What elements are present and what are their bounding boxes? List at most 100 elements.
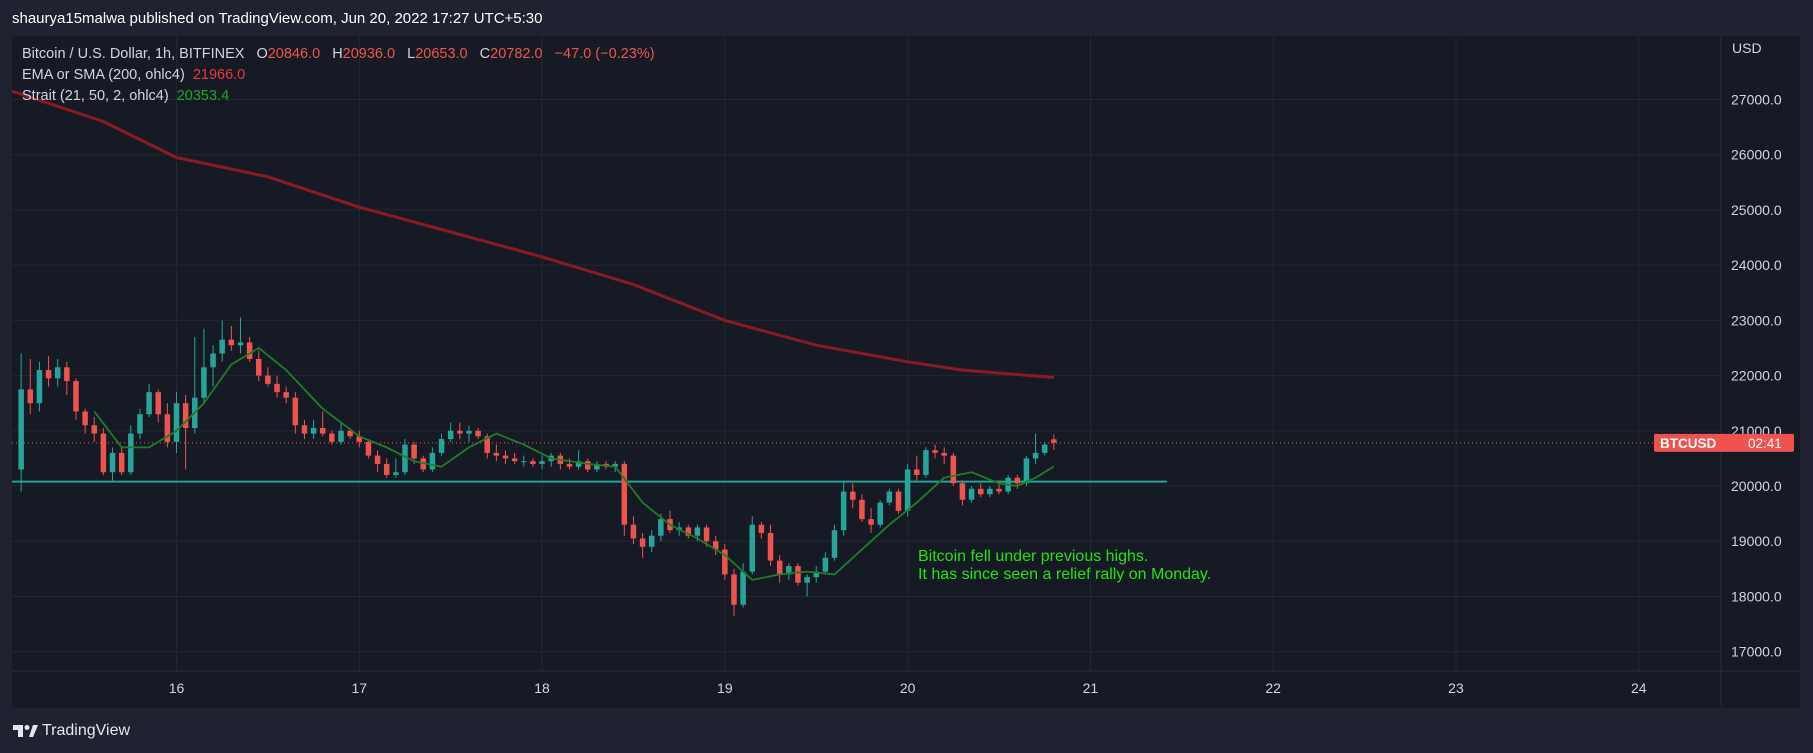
symbol-legend[interactable]: Bitcoin / U.S. Dollar, 1h, BITFINEX O208… [22,44,655,65]
candle-body [859,499,865,520]
candle-body [703,527,710,542]
candle-body [1051,439,1057,443]
time-tick-label: 21 [1083,680,1099,696]
candle-body [329,433,335,442]
price-tick-label: 24000.0 [1731,257,1782,273]
candle-body [1041,444,1048,453]
candle-body [201,367,207,398]
time-tick-label: 17 [351,680,367,696]
candle-body [319,428,326,434]
candle-body [347,430,353,437]
candle-body [685,527,692,536]
candle-body [530,461,536,464]
candle-body [694,527,701,536]
annotation-line-2: It has since seen a relief rally on Mond… [918,566,1212,583]
candle-body [493,452,500,456]
time-tick-label: 23 [1448,680,1464,696]
candle-body [137,414,143,434]
candle-body [429,452,436,470]
candle-body [585,461,591,470]
candle-body [722,549,728,575]
time-tick-label: 18 [534,680,550,696]
candle-body [256,359,262,376]
candle-body [758,524,765,533]
price-tag-countdown: 02:41 [1748,436,1782,451]
time-tick-label: 16 [169,680,185,696]
footer-bar: TradingView [0,708,1813,753]
candle-body [27,389,34,404]
chart-annotation[interactable]: Bitcoin fell under previous highs. It ha… [918,548,1211,584]
candle-body [210,353,216,368]
candle-body [895,491,902,511]
candle-body [310,428,317,434]
price-tag [1654,433,1794,452]
candle-body [511,458,518,462]
candle-body [968,488,975,500]
candle-body [457,430,463,434]
candle-body [740,571,746,605]
ema-label[interactable]: EMA or SMA (200, ohlc4) [22,67,185,83]
annotation-line-1: Bitcoin fell under previous highs. [918,548,1149,565]
candle-body [539,461,545,464]
candle-body [91,425,98,434]
strait-legend[interactable]: Strait (21, 50, 2, ohlc4) 20353.4 [22,86,655,107]
candle-body [164,414,171,442]
candle-body [54,367,61,379]
candle-body [904,469,911,511]
candle-body [447,430,454,440]
candle-body [100,433,107,473]
candle-body [850,491,856,500]
candle-body [383,463,390,475]
ema-legend[interactable]: EMA or SMA (200, ohlc4) 21966.0 [22,65,655,86]
candle-body [813,571,819,578]
candle-body [932,450,938,453]
candle-body [274,383,280,393]
open-value: 20846.0 [267,46,321,62]
candle-body [173,403,180,442]
candle-body [118,452,125,473]
candle-body [45,370,52,379]
change-value: −47.0 (−0.23%) [554,46,655,62]
candle-body [338,430,344,442]
candle-body [265,375,271,384]
time-tick-label: 19 [717,680,733,696]
candle-body [73,381,79,412]
candle-body [466,430,472,434]
candle-body [521,461,527,463]
candle-body [630,524,637,539]
candle-body [886,491,893,503]
candle-body [1014,477,1021,484]
candle-body [767,532,774,561]
chart-pane[interactable]: USD 17000.0 18000.0 19000.0 20000.0 21000.0 22… [12,36,1800,708]
candle-body [155,392,161,415]
candle-body [977,488,984,495]
candle-body [1032,452,1039,459]
symbol-title[interactable]: Bitcoin / U.S. Dollar, 1h, BITFINEX [22,46,245,62]
candle-body [18,389,24,470]
candle-body [612,463,618,467]
price-tick-label: 23000.0 [1731,312,1782,328]
close-value: 20782.0 [490,46,543,62]
candle-body [795,566,801,583]
candle-body [648,535,655,547]
candle-body [639,538,646,547]
candle-body [575,461,582,467]
candle-body [301,425,308,434]
strait-label[interactable]: Strait (21, 50, 2, ohlc4) [22,88,169,104]
brand-name: TradingView [42,722,131,739]
candle-body [228,339,235,346]
candle-body [840,491,847,531]
strait-value: 20353.4 [176,88,230,104]
candle-body [402,444,408,473]
close-label: C [479,46,491,62]
candle-body [749,524,756,572]
candle-body [246,342,253,360]
candle-body [959,483,966,500]
price-tick-label: 18000.0 [1731,588,1782,604]
candle-body [804,577,810,583]
candle-body [283,392,289,398]
candle-body [621,463,628,525]
candlestick-chart[interactable]: USD17000.018000.019000.020000.021000.022… [12,36,1800,708]
candle-body [365,441,372,456]
ema-line [12,89,1055,379]
